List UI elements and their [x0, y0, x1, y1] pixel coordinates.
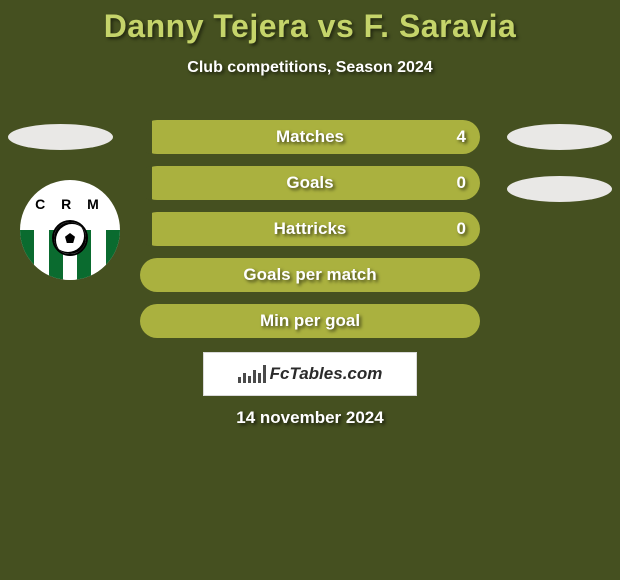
- player-right-placeholder: [507, 124, 612, 150]
- subtitle: Club competitions, Season 2024: [0, 59, 620, 77]
- footer-date: 14 november 2024: [0, 408, 620, 428]
- page-title: Danny Tejera vs F. Saravia: [0, 0, 620, 45]
- stat-label: Hattricks: [140, 219, 480, 239]
- player-left-placeholder: [8, 124, 113, 150]
- fctables-attribution: FcTables.com: [203, 352, 417, 396]
- stat-label: Goals per match: [140, 265, 480, 285]
- bar-chart-icon: [238, 365, 266, 383]
- stat-row: Matches4: [140, 120, 480, 154]
- stat-value: 0: [457, 219, 466, 239]
- stat-row: Min per goal: [140, 304, 480, 338]
- soccer-ball-icon: [52, 220, 88, 256]
- player-right-placeholder-2: [507, 176, 612, 202]
- club-badge: C R M: [20, 180, 120, 295]
- stat-value: 0: [457, 173, 466, 193]
- stat-row: Hattricks0: [140, 212, 480, 246]
- stat-label: Min per goal: [140, 311, 480, 331]
- stat-label: Matches: [140, 127, 480, 147]
- stat-label: Goals: [140, 173, 480, 193]
- club-badge-letters: C R M: [20, 196, 120, 212]
- stat-row: Goals per match: [140, 258, 480, 292]
- stat-rows: Matches4Goals0Hattricks0Goals per matchM…: [140, 120, 480, 350]
- fctables-text: FcTables.com: [270, 364, 383, 384]
- stat-row: Goals0: [140, 166, 480, 200]
- stat-value: 4: [457, 127, 466, 147]
